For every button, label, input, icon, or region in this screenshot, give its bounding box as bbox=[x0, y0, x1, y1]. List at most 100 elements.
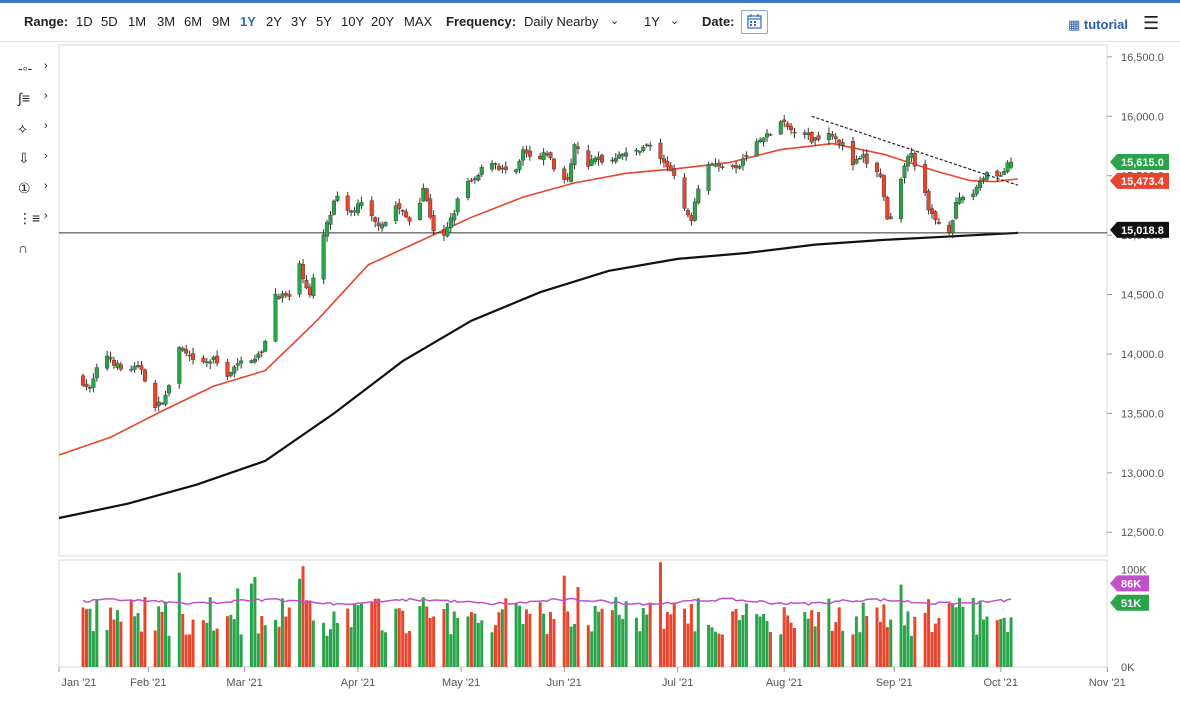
candle-body bbox=[87, 387, 92, 389]
volume-bar bbox=[617, 614, 621, 667]
period-dropdown[interactable]: 1Y bbox=[644, 14, 660, 29]
sidebar-tool-shapes[interactable]: ⟡ › bbox=[16, 120, 56, 142]
range-option-5d[interactable]: 5D bbox=[101, 14, 118, 29]
volume-bar bbox=[232, 619, 236, 667]
candle-body bbox=[452, 213, 457, 221]
volume-bar bbox=[356, 605, 360, 667]
range-option-1d[interactable]: 1D bbox=[76, 14, 93, 29]
time-tick-label: Jan '21 bbox=[61, 677, 96, 689]
volume-bar bbox=[576, 587, 580, 667]
volume-bar bbox=[1002, 617, 1006, 667]
candle-body bbox=[933, 211, 938, 221]
volume-bar bbox=[600, 608, 604, 667]
submenu-arrow-icon[interactable]: › bbox=[44, 180, 48, 192]
volume-bar bbox=[937, 618, 941, 667]
candle-body bbox=[689, 215, 694, 221]
submenu-arrow-icon[interactable]: › bbox=[44, 120, 48, 132]
moving-average-lines bbox=[58, 142, 1018, 520]
candle-body bbox=[789, 126, 794, 131]
volume-bar bbox=[741, 614, 745, 667]
volume-bar bbox=[497, 612, 501, 667]
volume-bar bbox=[425, 606, 429, 667]
sidebar-tool-annotation[interactable]: ① › bbox=[16, 180, 56, 202]
submenu-arrow-icon[interactable]: › bbox=[44, 60, 48, 72]
volume-bar bbox=[167, 635, 171, 667]
candle-body bbox=[648, 144, 653, 147]
volume-bar bbox=[311, 620, 315, 667]
frequency-dropdown[interactable]: Daily Nearby bbox=[524, 14, 599, 29]
volume-bar bbox=[404, 633, 408, 667]
volume-bar bbox=[713, 631, 717, 667]
range-option-1y[interactable]: 1Y bbox=[240, 14, 256, 29]
candle-body bbox=[885, 197, 890, 220]
volume-average-tag: 86K bbox=[1121, 578, 1141, 590]
range-option-2y[interactable]: 2Y bbox=[266, 14, 282, 29]
calendar-button[interactable] bbox=[741, 10, 768, 34]
candle-body bbox=[569, 163, 574, 182]
period-chevron-down-icon[interactable]: ⌄ bbox=[670, 15, 680, 27]
volume-bar bbox=[707, 624, 711, 667]
magnet-icon: ∩ bbox=[18, 240, 29, 256]
candle-body bbox=[758, 139, 763, 142]
volume-bar bbox=[858, 632, 862, 667]
candle-body bbox=[644, 144, 649, 146]
volume-bar bbox=[731, 611, 735, 667]
range-option-5y[interactable]: 5Y bbox=[316, 14, 332, 29]
range-option-1m[interactable]: 1M bbox=[128, 14, 147, 29]
submenu-arrow-icon[interactable]: › bbox=[44, 210, 48, 222]
candle-body bbox=[899, 179, 904, 219]
candle-body bbox=[263, 340, 268, 352]
volume-bar bbox=[119, 621, 123, 667]
volume-bar bbox=[88, 608, 92, 667]
candle-body bbox=[376, 222, 381, 227]
volume-bar bbox=[806, 618, 810, 667]
volume-bar bbox=[480, 620, 484, 667]
candle-body bbox=[352, 210, 357, 213]
candle-body bbox=[421, 188, 426, 202]
volume-bars bbox=[81, 562, 1013, 667]
candle-body bbox=[720, 166, 725, 169]
candle-body bbox=[692, 201, 697, 221]
volume-bar bbox=[693, 631, 697, 667]
volume-bar bbox=[672, 602, 676, 667]
volume-bar bbox=[304, 600, 308, 667]
volume-bar bbox=[370, 602, 374, 667]
candle-body bbox=[974, 186, 979, 195]
candle-body bbox=[624, 152, 629, 157]
volume-bar bbox=[975, 634, 979, 667]
submenu-arrow-icon[interactable]: › bbox=[44, 90, 48, 102]
volume-bar bbox=[109, 607, 113, 667]
sidebar-tool-magnet[interactable]: ∩ bbox=[16, 240, 56, 262]
candle-body bbox=[888, 216, 893, 219]
candle-body bbox=[383, 222, 388, 227]
volume-bar bbox=[562, 575, 566, 667]
candle-body bbox=[393, 205, 398, 221]
range-option-10y[interactable]: 10Y bbox=[341, 14, 365, 29]
candle-body bbox=[909, 152, 914, 158]
range-option-max[interactable]: MAX bbox=[404, 14, 433, 29]
frequency-chevron-down-icon[interactable]: ⌄ bbox=[610, 15, 620, 27]
sidebar-tool-fibonacci[interactable]: ⋮≡ › bbox=[16, 210, 56, 232]
volume-bar bbox=[445, 602, 449, 667]
range-option-3m[interactable]: 3M bbox=[157, 14, 176, 29]
volume-bar bbox=[177, 572, 181, 667]
candle-body bbox=[912, 153, 917, 167]
candle-body bbox=[971, 193, 976, 198]
candle-body bbox=[730, 165, 735, 167]
candle-body bbox=[864, 153, 869, 164]
range-option-3y[interactable]: 3Y bbox=[291, 14, 307, 29]
range-option-9m[interactable]: 9M bbox=[212, 14, 231, 29]
range-option-20y[interactable]: 20Y bbox=[371, 14, 395, 29]
sidebar-tool-arrow-down[interactable]: ⇩ › bbox=[16, 150, 56, 172]
price-tick-label: 14,500.0 bbox=[1121, 290, 1164, 302]
hamburger-menu-icon[interactable]: ☰ bbox=[1143, 13, 1160, 33]
tutorial-link[interactable]: ▦ tutorial bbox=[1068, 17, 1128, 33]
candle-body bbox=[754, 141, 759, 157]
sidebar-tool-draw-lines[interactable]: ∫≡ › bbox=[16, 90, 56, 112]
range-option-6m[interactable]: 6M bbox=[184, 14, 203, 29]
volume-bar bbox=[280, 598, 284, 667]
candle-body bbox=[978, 181, 983, 188]
sidebar-tool-crosshair[interactable]: -◦- › bbox=[16, 60, 56, 82]
submenu-arrow-icon[interactable]: › bbox=[44, 150, 48, 162]
